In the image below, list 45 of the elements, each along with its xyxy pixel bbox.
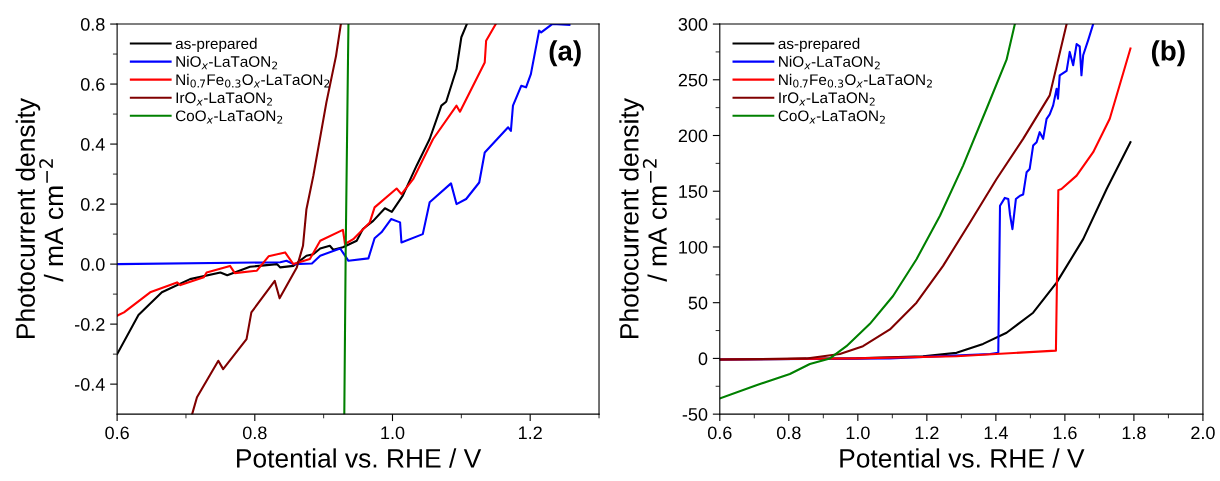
legend-label: IrO$_{x}$-LaTaON$_{2}$ xyxy=(779,92,875,106)
x-tick-label: 0.8 xyxy=(242,426,267,440)
y-tick-label: 50 xyxy=(688,296,708,310)
y-tick-label: 0 xyxy=(698,352,708,366)
y-tick-label: 0.4 xyxy=(80,138,105,151)
x-tick-label: 1.0 xyxy=(846,426,870,440)
y-tick-label: -0.4 xyxy=(75,378,105,391)
x-tick-label: 1.0 xyxy=(381,426,405,440)
annotation: (b) xyxy=(1151,40,1185,67)
x-tick-label: 1.2 xyxy=(915,426,939,440)
y-tick-label: 150 xyxy=(679,185,708,198)
x-tick-label: 1.2 xyxy=(519,426,542,440)
y-tick-label: -50 xyxy=(682,408,708,421)
y-tick-label: -0.2 xyxy=(75,318,105,331)
legend-label: Ni$_{0.7}$Fe$_{0.3}$O$_{x}$-LaTaON$_{2}$ xyxy=(779,73,932,88)
x-tick-label: 1.8 xyxy=(1122,426,1146,440)
legend-label: as-prepared xyxy=(175,37,257,53)
y-axis-title: Photocurrent density / mA cm$^{−2}$ xyxy=(15,98,64,338)
legend-label: IrO$_{x}$-LaTaON$_{2}$ xyxy=(176,92,272,106)
x-axis-title: Potential vs. RHE / V xyxy=(237,448,482,468)
x-tick-label: 1.6 xyxy=(1053,426,1077,440)
y-tick-label: 100 xyxy=(679,240,708,254)
line-series xyxy=(719,24,1016,400)
y-tick-label: 0.2 xyxy=(80,198,105,211)
annotation: (a) xyxy=(549,40,581,67)
x-tick-label: 2.0 xyxy=(1191,426,1215,440)
y-tick-label: 200 xyxy=(678,129,708,143)
legend-label: as-prepared xyxy=(778,37,860,53)
x-tick-label: 0.8 xyxy=(776,426,801,440)
legend-label: NiO$_{x}$-LaTaON$_{2}$ xyxy=(176,55,278,70)
y-axis-title: Photocurrent density / mA cm$^{−2}$ xyxy=(619,98,667,338)
y-tick-label: 0.0 xyxy=(80,258,105,271)
y-tick-label: 0.8 xyxy=(80,17,105,31)
x-tick-label: 0.6 xyxy=(105,426,129,440)
line-series xyxy=(117,24,497,317)
legend-label: NiO$_{x}$-LaTaON$_{2}$ xyxy=(779,55,880,70)
y-tick-label: 250 xyxy=(678,73,708,87)
legend-label: CoO$_{x}$-LaTaON$_{2}$ xyxy=(175,110,283,124)
x-axis-title: Potential vs. RHE / V xyxy=(840,448,1085,468)
x-tick-label: 0.6 xyxy=(707,426,732,440)
x-tick-label: 1.4 xyxy=(984,426,1008,440)
y-tick-label: 300 xyxy=(678,17,708,31)
legend-label: CoO$_{x}$-LaTaON$_{2}$ xyxy=(778,110,885,124)
y-tick-label: 0.6 xyxy=(80,78,105,91)
legend-label: Ni$_{0.7}$Fe$_{0.3}$O$_{x}$-LaTaON$_{2}$ xyxy=(176,73,330,88)
